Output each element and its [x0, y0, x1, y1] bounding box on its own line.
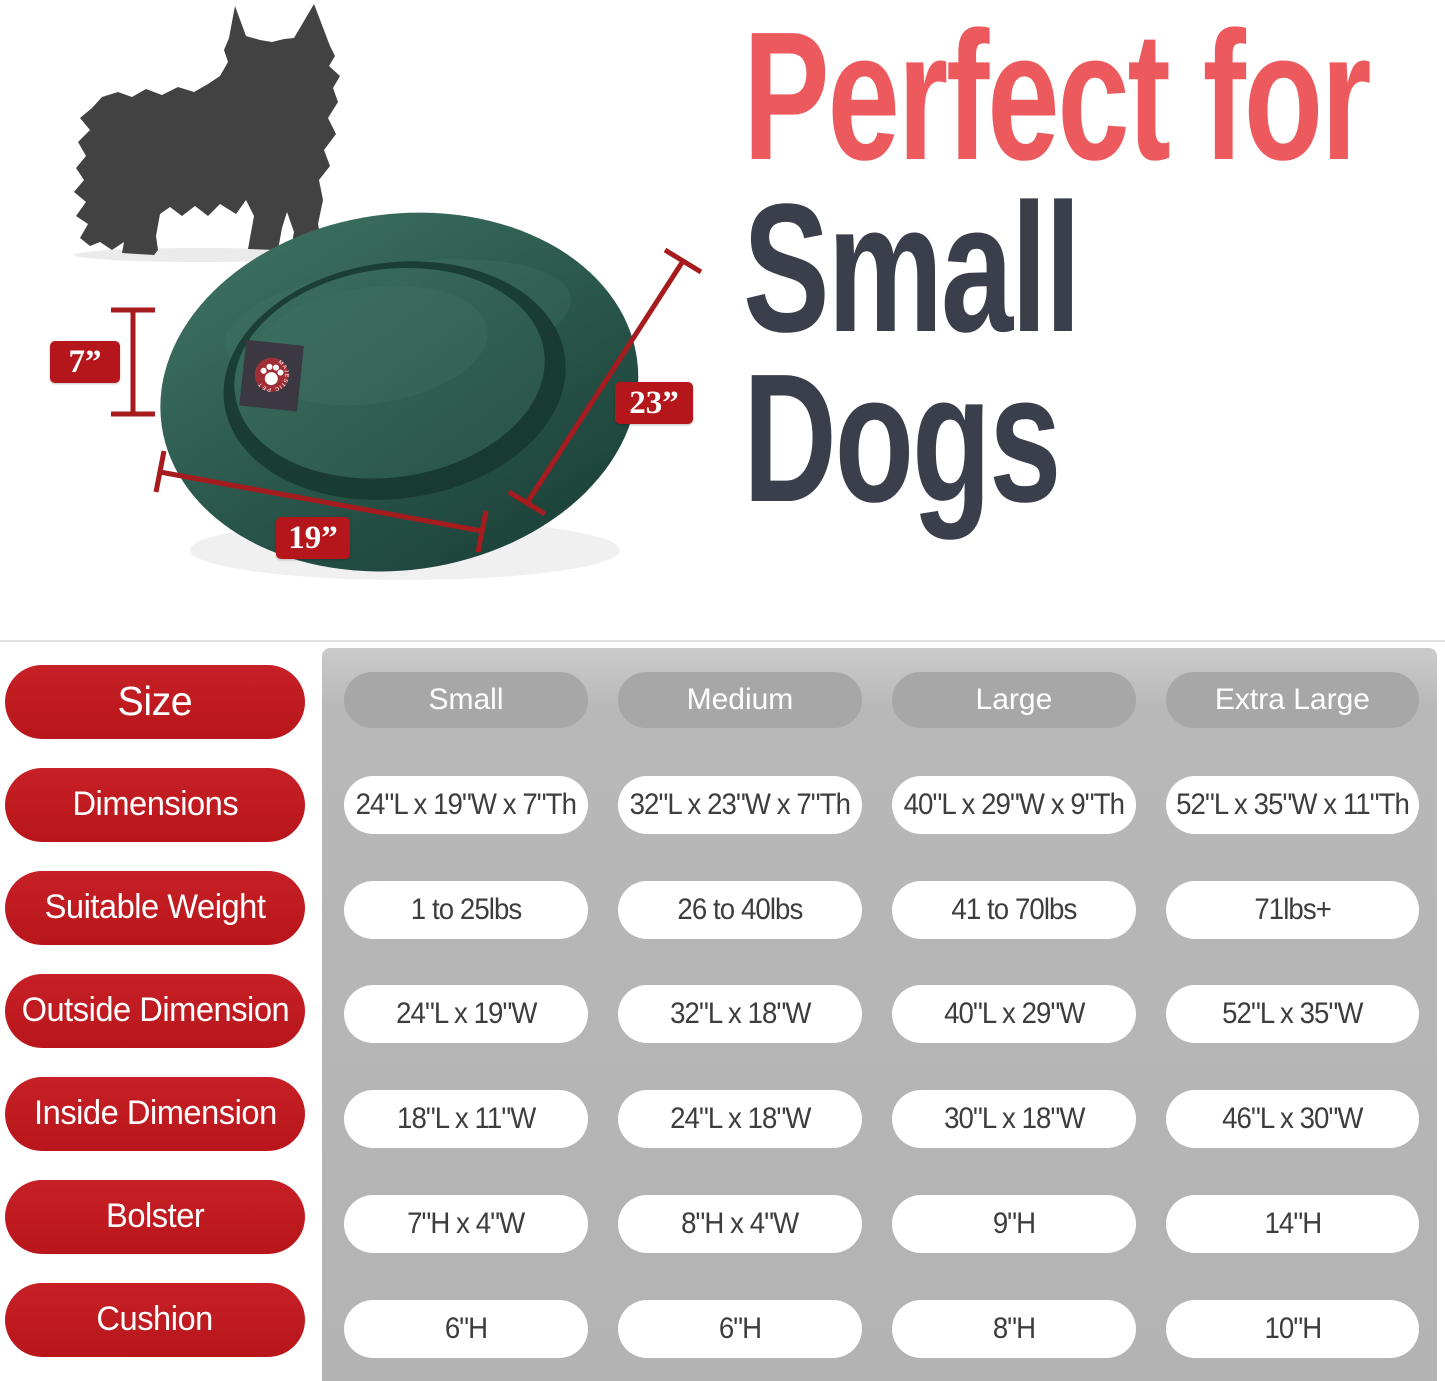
column-header-medium: Medium [617, 672, 862, 729]
table-cell: 6"H [617, 1299, 862, 1358]
table-cell: 14"H [1165, 1194, 1419, 1253]
bed-bolster [160, 212, 639, 572]
bed-width-label: 23” [615, 382, 693, 424]
bolster-height-label: 7” [50, 341, 120, 383]
headline-line-3: Dogs [743, 335, 1061, 540]
row-label-inside-dimension: Inside Dimension [5, 1076, 305, 1151]
paw-icon [260, 363, 284, 386]
bed-length-label: 19” [276, 517, 350, 559]
row-label-dimensions: Dimensions [5, 767, 305, 842]
headline: Perfect for Small Dogs [743, 0, 1443, 640]
table-cell: 26 to 40lbs [617, 880, 862, 939]
table-cell: 1 to 25lbs [344, 880, 588, 939]
row-label-rail: Size Dimensions Suitable Weight Outside … [5, 650, 305, 1371]
table-cell: 52"L x 35"W x 11"Th [1165, 776, 1419, 835]
width-dimension-line [507, 247, 703, 517]
table-cell: 40"L x 29"W [891, 985, 1136, 1044]
table-cell: 32"L x 18"W [617, 985, 862, 1044]
table-cell: 30"L x 18"W [891, 1090, 1136, 1149]
table-cell: 8"H x 4"W [617, 1194, 862, 1253]
row-label-bolster: Bolster [5, 1179, 305, 1254]
section-divider [0, 640, 1445, 642]
hero-section: MAJESTIC PET [0, 0, 1445, 645]
table-cell: 8"H [891, 1299, 1136, 1358]
size-table-panel: Small Medium Large Extra Large 24"L x 19… [322, 648, 1437, 1381]
column-header-large: Large [891, 672, 1136, 729]
length-dimension-line [153, 450, 489, 553]
table-cell: 32"L x 23"W x 7"Th [617, 776, 862, 835]
table-cell: 24"L x 19"W x 7"Th [344, 776, 588, 835]
row-label-size: Size [5, 664, 305, 739]
table-cell: 9"H [891, 1194, 1136, 1253]
table-cell: 10"H [1165, 1299, 1419, 1358]
table-cell: 24"L x 18"W [617, 1090, 862, 1149]
bed-cushion [234, 267, 545, 479]
row-label-outside-dimension: Outside Dimension [5, 973, 305, 1048]
headline-line-2: Small [743, 165, 1081, 370]
table-cell: 52"L x 35"W [1165, 985, 1419, 1044]
table-cell: 7"H x 4"W [344, 1194, 588, 1253]
dog-bed-image: MAJESTIC PET [160, 212, 639, 580]
height-dimension-line [111, 307, 155, 417]
table-cell: 46"L x 30"W [1165, 1090, 1419, 1149]
column-header-small: Small [344, 672, 588, 729]
table-cell: 41 to 70lbs [891, 880, 1136, 939]
size-chart: Size Dimensions Suitable Weight Outside … [0, 648, 1445, 1381]
column-header-extra-large: Extra Large [1165, 672, 1419, 729]
majestic-pet-tag: MAJESTIC PET [239, 339, 304, 412]
row-label-suitable-weight: Suitable Weight [5, 870, 305, 945]
table-cell: 24"L x 19"W [344, 985, 588, 1044]
headline-line-1: Perfect for [743, 0, 1372, 198]
table-cell: 18"L x 11"W [344, 1090, 588, 1149]
dimension-lines [111, 247, 703, 553]
table-cell: 71lbs+ [1165, 880, 1419, 939]
row-label-cushion: Cushion [5, 1282, 305, 1357]
table-cell: 6"H [344, 1299, 588, 1358]
table-cell: 40"L x 29"W x 9"Th [891, 776, 1136, 835]
